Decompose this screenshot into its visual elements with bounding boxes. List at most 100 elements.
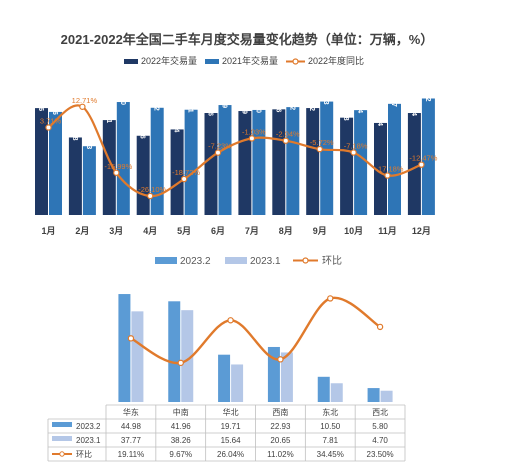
bar-2022-label: 110.06 — [139, 117, 148, 139]
mom-point — [376, 323, 384, 331]
yoy-label: -7.18% — [344, 142, 368, 151]
month-label: 11月 — [378, 226, 397, 236]
bar-2022 — [102, 120, 116, 215]
month-label: 1月 — [41, 226, 55, 236]
region-label: 中南 — [173, 407, 189, 417]
mom-line-group — [127, 295, 384, 367]
yoy-point — [418, 161, 425, 168]
bar-2022-label: 107.68 — [71, 118, 80, 140]
bar-2022 — [272, 109, 286, 215]
yoy-point — [113, 169, 120, 176]
bar-2021-label: 161.82 — [424, 80, 433, 102]
bar-2021 — [320, 101, 334, 215]
table-cell: 44.98 — [121, 422, 142, 431]
bar-2022-label: 148.52 — [308, 89, 317, 111]
region-label: 华东 — [123, 407, 139, 417]
legend-swatch-2023-1 — [225, 257, 247, 264]
legend-label-2023-2: 2023.2 — [180, 256, 211, 267]
bar-2022-label: 131.81 — [105, 101, 114, 123]
yoy-label: 12.71% — [72, 96, 98, 105]
mom-point — [227, 317, 234, 324]
mom-point — [277, 356, 284, 363]
bar-2021 — [286, 107, 300, 215]
bar-2022 — [35, 108, 48, 215]
bar-2022-label: 148.46 — [37, 89, 46, 111]
yoy-label: -12.47% — [409, 154, 437, 163]
yoy-label: -15.99% — [104, 162, 132, 171]
table-cell: 38.26 — [171, 436, 192, 445]
bar-2021 — [82, 146, 96, 215]
yoy-point — [248, 135, 256, 142]
legend-label-2021: 2021年交易量 — [222, 55, 278, 66]
yoy-label: -2.04% — [276, 130, 300, 139]
yoy-label: -7.23% — [208, 142, 232, 151]
bar-2022-label: 118.84 — [173, 111, 182, 133]
legend2: 2023.2 2023.1 环比 — [155, 255, 342, 267]
mom-point — [127, 335, 135, 342]
table-cell: 11.02% — [267, 450, 294, 459]
table-cell: 23.50% — [367, 450, 394, 459]
bar-2023-1 — [181, 310, 194, 402]
data-table: 华东 中南 华北 西南 东北 西北 2023.2 44.98 41.96 19.71 22.93 10… — [47, 404, 406, 462]
bar-2021 — [388, 103, 401, 215]
bar-2023-1 — [280, 352, 293, 402]
bar-2023-2 — [168, 301, 181, 402]
bar-2021-label: 157.53 — [322, 83, 331, 105]
bar-2023-2 — [218, 354, 231, 402]
yoy-point — [214, 149, 222, 156]
mom-point — [327, 295, 334, 302]
legend-label-mom: 环比 — [322, 255, 342, 267]
table-cell: 7.81 — [322, 436, 338, 445]
yoy-label: -5.72% — [310, 138, 334, 147]
bar-2023-2 — [317, 376, 330, 402]
mom-point — [177, 359, 184, 367]
bar-2021-label: 152.69 — [221, 86, 230, 108]
bar-2021 — [218, 105, 232, 215]
row-name: 2023.1 — [76, 436, 101, 445]
legend-swatch-2021 — [205, 59, 219, 64]
bar-2022 — [136, 135, 150, 215]
month-label: 3月 — [109, 226, 123, 236]
month-label: 8月 — [279, 226, 293, 236]
table-cell: 15.64 — [221, 436, 242, 445]
regional-chart: 2023.2 2023.1 环比 华东 中南 华北 西南 东北 西北 2023.2 44.98… — [47, 255, 406, 462]
bar-2023-2 — [267, 346, 280, 402]
bar-2022 — [204, 113, 218, 215]
table-cell: 34.45% — [317, 450, 344, 459]
bar-2021 — [116, 102, 130, 215]
month-label: 6月 — [211, 226, 225, 236]
yoy-point — [146, 192, 154, 200]
bar-2021 — [150, 107, 164, 215]
row-swatch — [52, 422, 72, 427]
bar-2021-label: 145.90 — [254, 91, 263, 113]
bar-2021 — [252, 109, 266, 215]
table-cell: 10.50 — [320, 422, 341, 431]
yoy-point — [316, 145, 323, 153]
region-label: 西北 — [372, 408, 388, 417]
yoy-label: -1.03% — [242, 127, 266, 136]
bar-2021-label: 154.37 — [390, 85, 399, 107]
legend-swatch-2022 — [124, 59, 138, 64]
region-label: 西南 — [272, 407, 288, 417]
chart-title: 2021-2022年全国二手车月度交易量变化趋势（单位：万辆，%） — [61, 32, 434, 47]
bar-2023-1 — [231, 364, 244, 402]
bar-2021-label: 145.64 — [356, 91, 365, 113]
legend-swatch-2023-2 — [155, 257, 177, 264]
bar-2022 — [340, 117, 354, 215]
yoy-line-group: 3.71% 12.71% -15.99% -26.10% -18.72% -7.23% -1… — [40, 96, 438, 200]
bar-2022 — [306, 108, 320, 215]
month-label: 9月 — [313, 226, 327, 236]
monthly-trade-chart: 2021-2022年全国二手车月度交易量变化趋势（单位：万辆，%） 2022年交… — [35, 32, 438, 236]
table-cell: 37.77 — [121, 436, 142, 445]
table-cell: 9.67% — [169, 450, 192, 459]
bars-group: 148.46 143.16 107.68 95.53 131.81 156.90 110.0… — [35, 80, 435, 215]
row-name: 环比 — [76, 449, 92, 459]
bar-2023-2 — [367, 388, 380, 402]
table-cell: 4.70 — [372, 436, 388, 445]
region-label: 华北 — [223, 407, 239, 417]
table-cell: 19.71 — [221, 422, 242, 431]
month-label: 12月 — [412, 226, 431, 236]
bar-2022 — [407, 113, 421, 215]
bar-2021-label: 148.92 — [153, 89, 162, 111]
bar-2021-label: 149.82 — [288, 88, 297, 110]
